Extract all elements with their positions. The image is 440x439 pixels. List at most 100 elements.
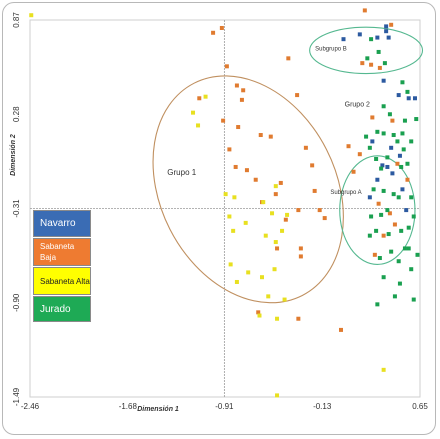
data-point-sabaneta-alta — [196, 123, 201, 128]
data-point-jurado — [389, 249, 394, 254]
data-point-jurado — [369, 214, 374, 219]
data-point-jurado — [369, 37, 374, 42]
data-point-sabaneta-baja — [253, 177, 258, 182]
data-point-sabaneta-baja — [258, 133, 263, 138]
data-point-jurado — [375, 302, 380, 307]
group-label: Subgrupo B — [315, 46, 347, 52]
data-point-jurado — [381, 188, 386, 193]
data-point-jurado — [399, 164, 404, 169]
data-point-navarro — [412, 96, 417, 101]
data-point-sabaneta-baja — [221, 118, 226, 123]
data-point-jurado — [399, 228, 404, 233]
data-point-jurado — [401, 147, 406, 152]
x-tick-label: -1.68 — [119, 402, 138, 411]
legend-label: Sabaneta Baja — [40, 242, 75, 262]
data-point-sabaneta-baja — [219, 25, 224, 30]
data-point-sabaneta-baja — [360, 61, 365, 66]
data-point-sabaneta-alta — [275, 393, 280, 398]
data-point-sabaneta-baja — [256, 310, 261, 315]
data-point-jurado — [411, 214, 416, 219]
data-point-navarro — [400, 187, 405, 192]
data-point-sabaneta-baja — [370, 115, 375, 120]
data-point-jurado — [392, 294, 397, 299]
legend-label: Sabaneta Alta — [40, 276, 90, 286]
data-point-sabaneta-baja — [298, 246, 303, 251]
data-point-sabaneta-alta — [263, 233, 268, 238]
data-point-sabaneta-alta — [203, 94, 208, 99]
data-point-sabaneta-baja — [357, 152, 362, 157]
data-point-jurado — [391, 192, 396, 197]
data-point-jurado — [364, 134, 369, 139]
data-point-jurado — [379, 166, 384, 171]
data-point-jurado — [367, 233, 372, 238]
data-point-sabaneta-baja — [387, 211, 392, 216]
data-point-jurado — [381, 275, 386, 280]
data-point-sabaneta-baja — [303, 145, 308, 150]
data-point-jurado — [405, 89, 410, 94]
data-point-sabaneta-baja — [275, 246, 280, 251]
data-point-sabaneta-baja — [273, 192, 278, 197]
data-point-sabaneta-baja — [234, 83, 239, 88]
data-point-sabaneta-alta — [234, 279, 239, 284]
data-point-jurado — [379, 212, 384, 217]
data-point-jurado — [402, 118, 407, 123]
data-point-jurado — [367, 145, 372, 150]
legend-item-navarro: Navarro — [33, 210, 91, 237]
data-point-sabaneta-baja — [389, 22, 394, 27]
data-point-sabaneta-baja — [296, 316, 301, 321]
data-point-navarro — [406, 96, 411, 101]
data-point-jurado — [365, 56, 370, 61]
x-tick-label: -0.13 — [313, 402, 332, 411]
y-tick-label: 0.87 — [12, 12, 21, 28]
data-point-sabaneta-baja — [296, 208, 301, 213]
data-point-jurado — [415, 252, 420, 257]
data-point-jurado — [402, 246, 407, 251]
group-ellipse-grupo-2 — [339, 155, 416, 265]
data-point-jurado — [409, 195, 414, 200]
data-point-sabaneta-baja — [286, 56, 291, 61]
data-point-jurado — [382, 61, 387, 66]
data-point-navarro — [380, 163, 385, 168]
data-point-navarro — [386, 35, 391, 40]
data-point-sabaneta-baja — [390, 118, 395, 123]
y-tick-label: -0.31 — [12, 199, 21, 218]
data-point-navarro — [389, 145, 394, 150]
data-point-jurado — [400, 131, 405, 136]
data-point-sabaneta-alta — [231, 228, 236, 233]
data-point-jurado — [387, 112, 392, 117]
group-ellipse-subgrupo-b — [309, 26, 424, 75]
data-point-navarro — [381, 78, 386, 83]
data-point-sabaneta-alta — [273, 184, 278, 189]
data-point-sabaneta-baja — [236, 125, 241, 130]
data-point-navarro — [397, 153, 402, 158]
data-point-sabaneta-alta — [282, 297, 287, 302]
data-point-jurado — [374, 228, 379, 233]
data-point-navarro — [384, 24, 389, 29]
data-point-navarro — [385, 164, 390, 169]
data-point-sabaneta-alta — [257, 313, 262, 318]
data-point-jurado — [406, 225, 411, 230]
data-point-sabaneta-baja — [317, 208, 322, 213]
data-point-jurado — [411, 297, 416, 302]
data-point-jurado — [381, 131, 386, 136]
data-point-sabaneta-alta — [381, 367, 386, 372]
data-point-navarro — [370, 139, 375, 144]
data-point-sabaneta-alta — [261, 200, 266, 205]
data-point-sabaneta-baja — [233, 164, 238, 169]
data-point-jurado — [400, 80, 405, 85]
data-point-sabaneta-alta — [285, 212, 290, 217]
data-point-sabaneta-alta — [275, 316, 280, 321]
data-point-jurado — [396, 259, 401, 264]
group-ellipse-grupo-1 — [152, 75, 344, 304]
data-point-sabaneta-alta — [228, 262, 233, 267]
data-point-sabaneta-alta — [227, 214, 232, 219]
data-point-sabaneta-baja — [239, 97, 244, 102]
data-point-sabaneta-baja — [244, 168, 249, 173]
legend-label: Jurado — [40, 303, 71, 315]
data-point-jurado — [414, 117, 419, 122]
data-point-jurado — [406, 246, 411, 251]
x-axis-label: Dimensión 1 — [137, 406, 179, 413]
data-point-navarro — [357, 32, 362, 37]
data-point-jurado — [409, 267, 414, 272]
